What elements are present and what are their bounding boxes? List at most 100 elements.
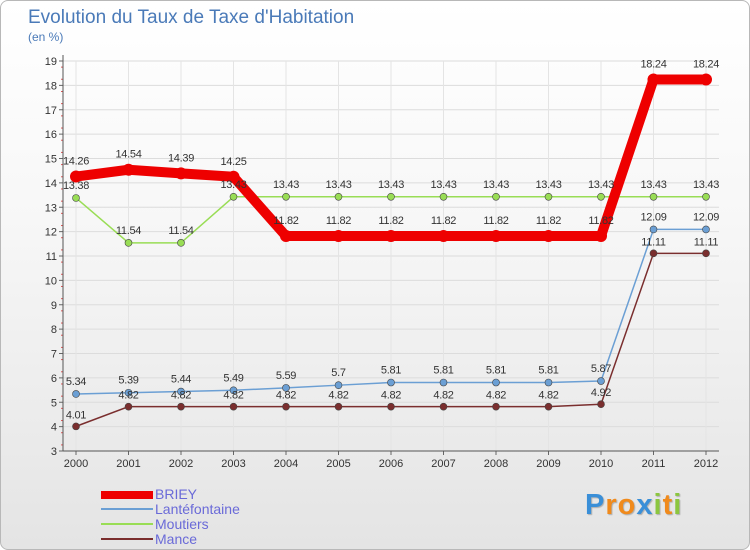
- data-label-mance-2009: 4.82: [538, 390, 558, 402]
- data-point-mance-2008: [492, 402, 500, 411]
- data-label-moutiers-2005: 13.43: [325, 179, 351, 191]
- y-tick-label-19: 19: [45, 56, 57, 68]
- y-tick-label-16: 16: [45, 129, 57, 141]
- data-label-moutiers-2007: 13.43: [430, 179, 456, 191]
- data-label-briey-2006: 11.82: [378, 215, 403, 227]
- data-point-moutiers-2001: [124, 239, 133, 247]
- data-point-mance-2002: [177, 402, 185, 411]
- data-label-lant-fontaine-2007: 5.81: [433, 365, 453, 377]
- data-point-mance-2012: [702, 249, 710, 258]
- data-label-mance-2007: 4.82: [433, 390, 453, 402]
- logo-letter: t: [662, 489, 674, 521]
- data-point-moutiers-2000: [72, 194, 80, 202]
- y-tick-label-18: 18: [45, 80, 57, 92]
- data-label-briey-2002: 14.39: [168, 152, 194, 164]
- legend-swatch-briey: [101, 491, 153, 499]
- data-label-lant-fontaine-2000: 5.34: [66, 376, 86, 388]
- data-point-lant-fontaine-2006: [387, 378, 395, 387]
- data-label-moutiers-2008: 13.43: [483, 179, 509, 191]
- legend-item-mance: Mance: [101, 531, 321, 547]
- x-tick-label-2005: 2005: [326, 458, 350, 470]
- data-label-lant-fontaine-2011: 12.09: [640, 211, 666, 223]
- data-point-moutiers-2010: [597, 192, 605, 201]
- data-label-lant-fontaine-2006: 5.81: [381, 365, 401, 377]
- legend-swatch-moutiers: [101, 523, 153, 525]
- data-label-lant-fontaine-2005: 5.7: [331, 367, 346, 379]
- data-point-briey-2012: [700, 73, 712, 86]
- data-point-mance-2006: [387, 402, 395, 411]
- logo-letter: r: [605, 489, 618, 521]
- data-point-briey-2003: [227, 170, 240, 183]
- data-label-mance-2000: 4.01: [66, 409, 86, 421]
- x-tick-label-2006: 2006: [379, 458, 403, 470]
- data-label-moutiers-2004: 13.43: [273, 179, 299, 191]
- data-label-mance-2006: 4.82: [381, 390, 401, 402]
- data-point-moutiers-2002: [177, 239, 185, 247]
- data-point-briey-2002: [175, 167, 187, 180]
- data-point-lant-fontaine-2009: [544, 378, 553, 387]
- x-tick-label-2011: 2011: [642, 458, 666, 470]
- data-label-mance-2005: 4.82: [328, 390, 348, 402]
- data-label-mance-2012: 11.11: [694, 236, 719, 248]
- data-point-lant-fontaine-2005: [334, 381, 343, 389]
- data-label-lant-fontaine-2004: 5.59: [276, 370, 296, 382]
- logo-letter: o: [617, 489, 637, 521]
- data-point-moutiers-2008: [492, 192, 500, 201]
- y-tick-label-9: 9: [51, 300, 57, 312]
- data-point-lant-fontaine-2010: [597, 377, 605, 385]
- y-tick-label-5: 5: [51, 397, 57, 409]
- data-label-moutiers-2003: 13.43: [220, 179, 246, 191]
- data-point-moutiers-2012: [702, 192, 710, 201]
- data-point-mance-2010: [597, 400, 605, 409]
- data-point-mance-2007: [439, 402, 448, 411]
- data-point-lant-fontaine-2002: [177, 387, 185, 396]
- data-point-moutiers-2005: [334, 192, 343, 201]
- x-tick-label-2003: 2003: [221, 458, 245, 470]
- y-tick-label-4: 4: [51, 422, 57, 434]
- data-label-mance-2004: 4.82: [276, 390, 296, 402]
- logo-letter: i: [673, 489, 683, 521]
- data-label-moutiers-2009: 13.43: [535, 179, 561, 191]
- legend-item-lantefontaine: Lantéfontaine: [101, 501, 321, 517]
- data-label-lant-fontaine-2009: 5.81: [538, 365, 558, 377]
- x-tick-label-2004: 2004: [274, 458, 298, 470]
- data-point-briey-2001: [122, 163, 135, 176]
- data-label-briey-2012: 18.24: [693, 59, 719, 71]
- data-point-moutiers-2007: [439, 192, 448, 201]
- data-point-moutiers-2009: [544, 192, 553, 201]
- data-label-moutiers-2002: 11.54: [168, 225, 193, 237]
- legend-label-moutiers: Moutiers: [155, 516, 209, 532]
- data-label-moutiers-2012: 13.43: [693, 179, 719, 191]
- data-label-moutiers-2011: 13.43: [640, 179, 666, 191]
- logo-letter: x: [636, 489, 654, 521]
- y-tick-label-12: 12: [45, 227, 57, 239]
- data-label-lant-fontaine-2010: 5.87: [591, 363, 611, 375]
- data-point-mance-2011: [649, 249, 658, 258]
- legend-label-briey: BRIEY: [155, 486, 198, 502]
- data-point-lant-fontaine-2000: [72, 390, 80, 398]
- legend-item-briey: BRIEY: [101, 486, 321, 502]
- data-point-mance-2000: [72, 422, 80, 431]
- data-label-briey-2010: 11.82: [588, 215, 613, 227]
- x-tick-label-2010: 2010: [589, 458, 613, 470]
- x-tick-label-2012: 2012: [694, 458, 718, 470]
- data-point-briey-2009: [542, 230, 555, 243]
- legend-swatch-lantefontaine: [101, 508, 153, 510]
- data-label-briey-2011: 18.24: [640, 59, 666, 71]
- data-point-briey-2011: [647, 73, 660, 86]
- data-point-lant-fontaine-2007: [439, 378, 448, 387]
- data-label-briey-2007: 11.82: [431, 215, 456, 227]
- data-point-lant-fontaine-2004: [282, 384, 290, 392]
- legend-label-mance: Mance: [155, 531, 198, 547]
- legend-label-lantefontaine: Lantéfontaine: [155, 501, 240, 517]
- data-label-lant-fontaine-2012: 12.09: [693, 211, 719, 223]
- y-tick-label-3: 3: [51, 446, 57, 458]
- proxiti-logo: Proxiti: [585, 489, 682, 522]
- x-tick-label-2002: 2002: [169, 458, 193, 470]
- data-point-moutiers-2003: [229, 192, 238, 201]
- data-label-briey-2008: 11.82: [483, 215, 508, 227]
- y-tick-label-13: 13: [45, 202, 57, 214]
- data-point-briey-2000: [70, 170, 82, 183]
- data-label-mance-2008: 4.82: [486, 390, 506, 402]
